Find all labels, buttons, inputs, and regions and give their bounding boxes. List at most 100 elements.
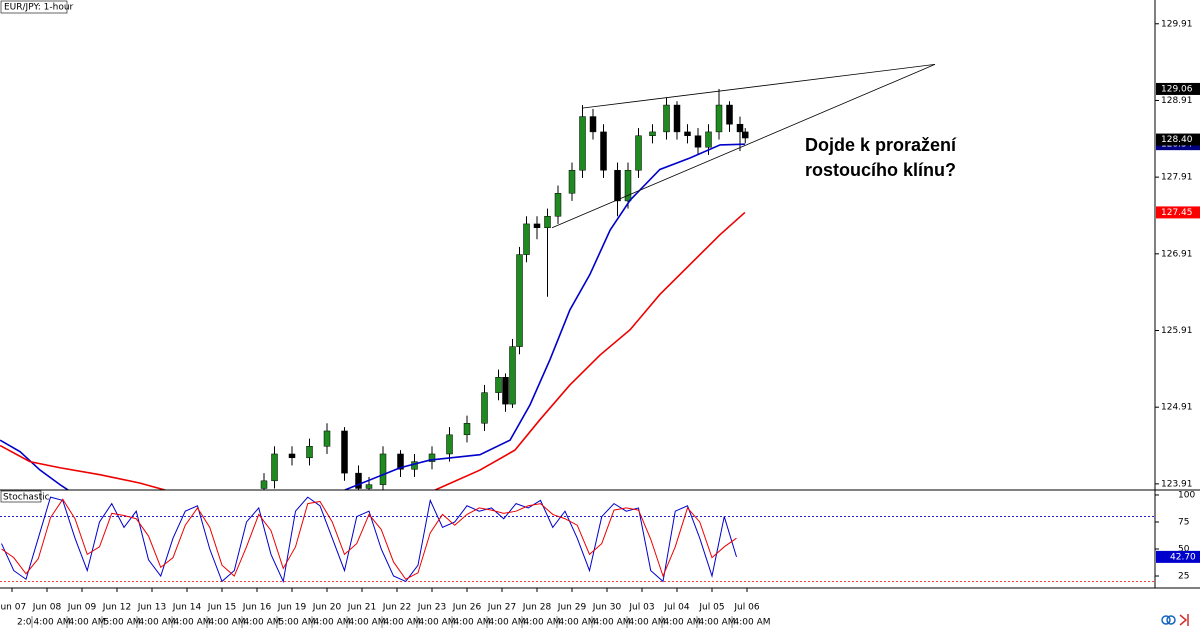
candle-body <box>428 453 436 462</box>
y-tick-label: 126.91 <box>1161 249 1193 259</box>
x-tick-label: Jun 15 <box>207 603 236 613</box>
x-time-label: 4:00 AM <box>734 618 771 628</box>
candle-body <box>323 430 331 447</box>
x-tick-label: Jun 21 <box>347 603 376 613</box>
candle-body <box>306 446 313 459</box>
chart-title: EUR/JPY: 1-hour <box>4 3 74 13</box>
x-time-label: 4:00 AM <box>34 618 71 628</box>
candle-body <box>589 116 597 133</box>
x-tick-label: Jun 23 <box>417 603 446 613</box>
candle-body <box>379 453 387 485</box>
candle-body <box>502 377 509 405</box>
price-label-box <box>1156 133 1200 146</box>
annotation: rostoucího klínu? <box>805 160 956 180</box>
link-icon[interactable] <box>1166 615 1176 625</box>
x-time-label: 4:00 AM <box>664 618 701 628</box>
candle-body <box>635 135 642 171</box>
x-time-label: 4:00 AM <box>314 618 351 628</box>
x-tick-label: Jul 06 <box>733 603 759 613</box>
x-time-label: 4:00 AM <box>209 618 246 628</box>
candle-body <box>495 377 502 393</box>
trend-line <box>551 64 936 229</box>
price-label: 127.45 <box>1161 208 1193 218</box>
x-time-label: 4:00 AM <box>349 618 386 628</box>
candle-body <box>533 223 541 228</box>
x-time-label: 5:00 AM <box>104 618 141 628</box>
value-label: 42.70 <box>1170 552 1196 562</box>
x-tick-label: Jun 16 <box>242 603 272 613</box>
x-tick-label: Jun 26 <box>452 603 482 613</box>
price-pane <box>0 64 936 490</box>
candle-body <box>544 215 551 228</box>
candle-body <box>715 104 723 133</box>
candle-body <box>663 104 670 133</box>
candle-body <box>673 104 681 133</box>
title-box <box>0 490 42 503</box>
moving-average <box>0 211 746 490</box>
candle-body <box>516 254 523 347</box>
x-time-label: 4:00 AM <box>489 618 526 628</box>
stochastic-line <box>1 496 737 584</box>
y-tick-label: 128.91 <box>1161 96 1193 106</box>
x-tick-label: Jun 19 <box>277 603 307 613</box>
candle-body <box>509 346 516 405</box>
price-label: 128.40 <box>1161 135 1193 145</box>
x-tick-label: Jul 04 <box>663 603 689 613</box>
y-tick-label: 75 <box>1178 517 1189 527</box>
x-tick-label: Jun 14 <box>172 603 202 613</box>
value-label-box <box>1156 550 1200 563</box>
pane-title: Stochastic <box>3 493 50 503</box>
price-label-box <box>1156 206 1200 219</box>
candle-body <box>614 169 621 202</box>
x-tick-label: Jun 30 <box>592 603 622 613</box>
y-tick-label: 124.91 <box>1161 403 1193 413</box>
x-time-label: 4:00 AM <box>384 618 421 628</box>
candle-body <box>481 392 488 424</box>
stochastic-line <box>1 498 737 580</box>
y-tick-label: 123.91 <box>1161 479 1193 489</box>
x-tick-label: Jul 03 <box>628 603 654 613</box>
y-tick-label: 125.91 <box>1161 326 1193 336</box>
price-label-box <box>1156 82 1200 95</box>
candle-body <box>624 169 632 202</box>
x-time-label: 4:00 AM <box>699 618 736 628</box>
y-tick-label: 100 <box>1178 490 1195 500</box>
candle-body <box>355 472 362 489</box>
link-icon[interactable] <box>1161 615 1171 625</box>
candle-body <box>446 434 453 455</box>
price-label: 129.06 <box>1161 84 1193 94</box>
y-tick-label: 129.91 <box>1161 19 1193 29</box>
moving-average <box>0 143 745 490</box>
x-time-label: 4:00 AM <box>524 618 561 628</box>
x-tick-label: Jun 20 <box>312 603 342 613</box>
y-tick-label: 50 <box>1178 544 1190 554</box>
x-tick-label: Jun 13 <box>137 603 166 613</box>
candle-body <box>694 135 702 148</box>
x-time-label: 4:00 AM <box>629 618 666 628</box>
x-time-label: 4:00 AM <box>594 618 631 628</box>
y-tick-label: 127.91 <box>1161 173 1193 183</box>
x-time-label: 4:00 AM <box>419 618 456 628</box>
candle-body <box>684 131 691 136</box>
candle-body <box>260 480 268 489</box>
x-time-label: 2:0 <box>17 618 32 628</box>
x-tick-label: Jun 07 <box>0 603 26 613</box>
candle-body <box>554 192 562 217</box>
x-time-label: 4:00 AM <box>174 618 211 628</box>
candle-body <box>579 116 586 171</box>
candle-body <box>726 104 733 125</box>
candle-body <box>736 123 744 133</box>
toolbar-icons[interactable] <box>1161 614 1189 626</box>
candle-body <box>600 131 607 171</box>
scroll-icon[interactable] <box>1179 614 1189 626</box>
x-tick-label: Jun 08 <box>32 603 62 613</box>
candle-body <box>365 484 373 489</box>
stochastic-pane <box>0 496 1155 584</box>
x-time-label: 4:00 AM <box>244 618 281 628</box>
x-time-label: 4:00 AM <box>139 618 176 628</box>
candle-body <box>463 423 471 436</box>
x-tick-label: Jun 09 <box>67 603 97 613</box>
